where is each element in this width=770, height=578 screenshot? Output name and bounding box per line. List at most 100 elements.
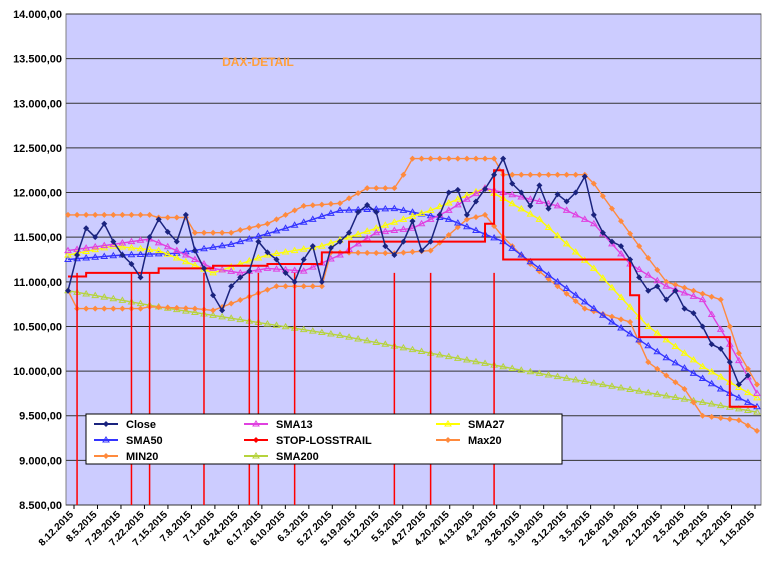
data-point bbox=[589, 379, 598, 386]
legend-entry: STOP-LOSSTRAIL bbox=[244, 435, 372, 447]
data-point bbox=[252, 420, 260, 427]
data-point bbox=[417, 209, 426, 216]
data-point bbox=[427, 247, 434, 254]
data-point bbox=[472, 189, 480, 197]
data-point bbox=[717, 296, 724, 303]
data-point bbox=[210, 292, 217, 299]
data-point bbox=[453, 354, 462, 361]
data-point bbox=[671, 342, 680, 350]
data-point bbox=[563, 198, 570, 205]
data-point bbox=[408, 345, 417, 353]
y-tick-label: 13.500,00 bbox=[13, 54, 62, 66]
data-point bbox=[181, 307, 190, 314]
data-point bbox=[309, 202, 316, 209]
data-point bbox=[400, 171, 407, 178]
data-point bbox=[318, 201, 325, 208]
data-point bbox=[164, 214, 171, 221]
data-point bbox=[562, 206, 571, 213]
data-point bbox=[627, 230, 634, 237]
data-point bbox=[553, 231, 562, 239]
data-point bbox=[118, 296, 127, 303]
data-point bbox=[363, 336, 372, 344]
data-point bbox=[136, 244, 145, 252]
data-point bbox=[508, 190, 517, 198]
data-point bbox=[218, 312, 227, 320]
y-tick-label: 8.500,00 bbox=[19, 500, 62, 512]
data-point bbox=[390, 218, 399, 225]
data-point bbox=[191, 229, 198, 236]
data-point bbox=[191, 305, 198, 312]
data-point bbox=[163, 242, 172, 250]
data-point bbox=[707, 310, 716, 318]
data-point bbox=[598, 311, 607, 318]
data-point bbox=[445, 189, 452, 196]
data-point bbox=[272, 226, 281, 234]
data-point bbox=[363, 205, 372, 213]
y-tick-label: 11.500,00 bbox=[14, 232, 62, 244]
data-point bbox=[482, 211, 489, 218]
legend-entry: MIN20 bbox=[94, 451, 158, 463]
data-point bbox=[735, 417, 742, 424]
data-point bbox=[272, 321, 281, 328]
chart-title: DAX-DETAIL bbox=[222, 55, 294, 69]
data-point bbox=[589, 264, 598, 271]
data-point bbox=[354, 230, 362, 237]
data-point bbox=[399, 343, 408, 351]
data-point bbox=[662, 282, 671, 289]
data-point bbox=[391, 185, 398, 192]
data-point bbox=[137, 305, 144, 312]
data-point bbox=[627, 318, 634, 325]
data-point bbox=[254, 232, 263, 239]
data-point bbox=[109, 251, 118, 259]
data-point bbox=[191, 247, 198, 254]
data-point bbox=[553, 372, 562, 380]
data-point bbox=[535, 369, 544, 376]
data-point bbox=[118, 243, 127, 250]
data-point bbox=[309, 243, 316, 250]
data-point bbox=[110, 238, 117, 245]
data-point bbox=[210, 229, 217, 236]
data-point bbox=[744, 372, 751, 379]
data-point bbox=[553, 277, 562, 285]
data-point bbox=[744, 398, 752, 405]
data-point bbox=[663, 278, 670, 285]
data-point bbox=[526, 367, 535, 375]
data-point bbox=[517, 366, 526, 373]
data-point bbox=[164, 228, 171, 235]
data-point bbox=[291, 207, 298, 214]
data-point bbox=[200, 265, 207, 272]
data-point bbox=[236, 315, 245, 323]
data-point bbox=[172, 254, 181, 261]
data-point bbox=[373, 209, 380, 216]
data-point bbox=[707, 379, 716, 387]
data-point bbox=[517, 193, 526, 200]
data-point bbox=[672, 379, 679, 386]
data-point bbox=[598, 274, 607, 281]
data-point bbox=[82, 289, 91, 297]
data-point bbox=[699, 323, 706, 330]
data-point bbox=[299, 325, 308, 333]
data-point bbox=[418, 247, 425, 254]
data-point bbox=[91, 253, 100, 260]
data-point bbox=[127, 250, 136, 258]
data-point bbox=[103, 421, 109, 427]
data-point bbox=[636, 274, 643, 281]
data-point bbox=[644, 271, 653, 278]
data-point bbox=[382, 243, 389, 250]
data-point bbox=[590, 180, 597, 187]
y-tick-label: 10.000,00 bbox=[13, 366, 62, 378]
data-point bbox=[146, 211, 153, 218]
data-point bbox=[662, 335, 671, 343]
legend-label: SMA50 bbox=[126, 435, 163, 447]
data-point bbox=[137, 211, 144, 218]
data-point bbox=[608, 238, 615, 245]
data-point bbox=[545, 205, 552, 212]
data-point bbox=[245, 257, 254, 264]
data-point bbox=[381, 221, 390, 228]
data-point bbox=[717, 414, 724, 421]
data-point bbox=[608, 313, 615, 320]
series-layer bbox=[64, 155, 761, 505]
data-point bbox=[336, 331, 344, 338]
data-point bbox=[726, 323, 733, 330]
data-point bbox=[499, 362, 508, 370]
